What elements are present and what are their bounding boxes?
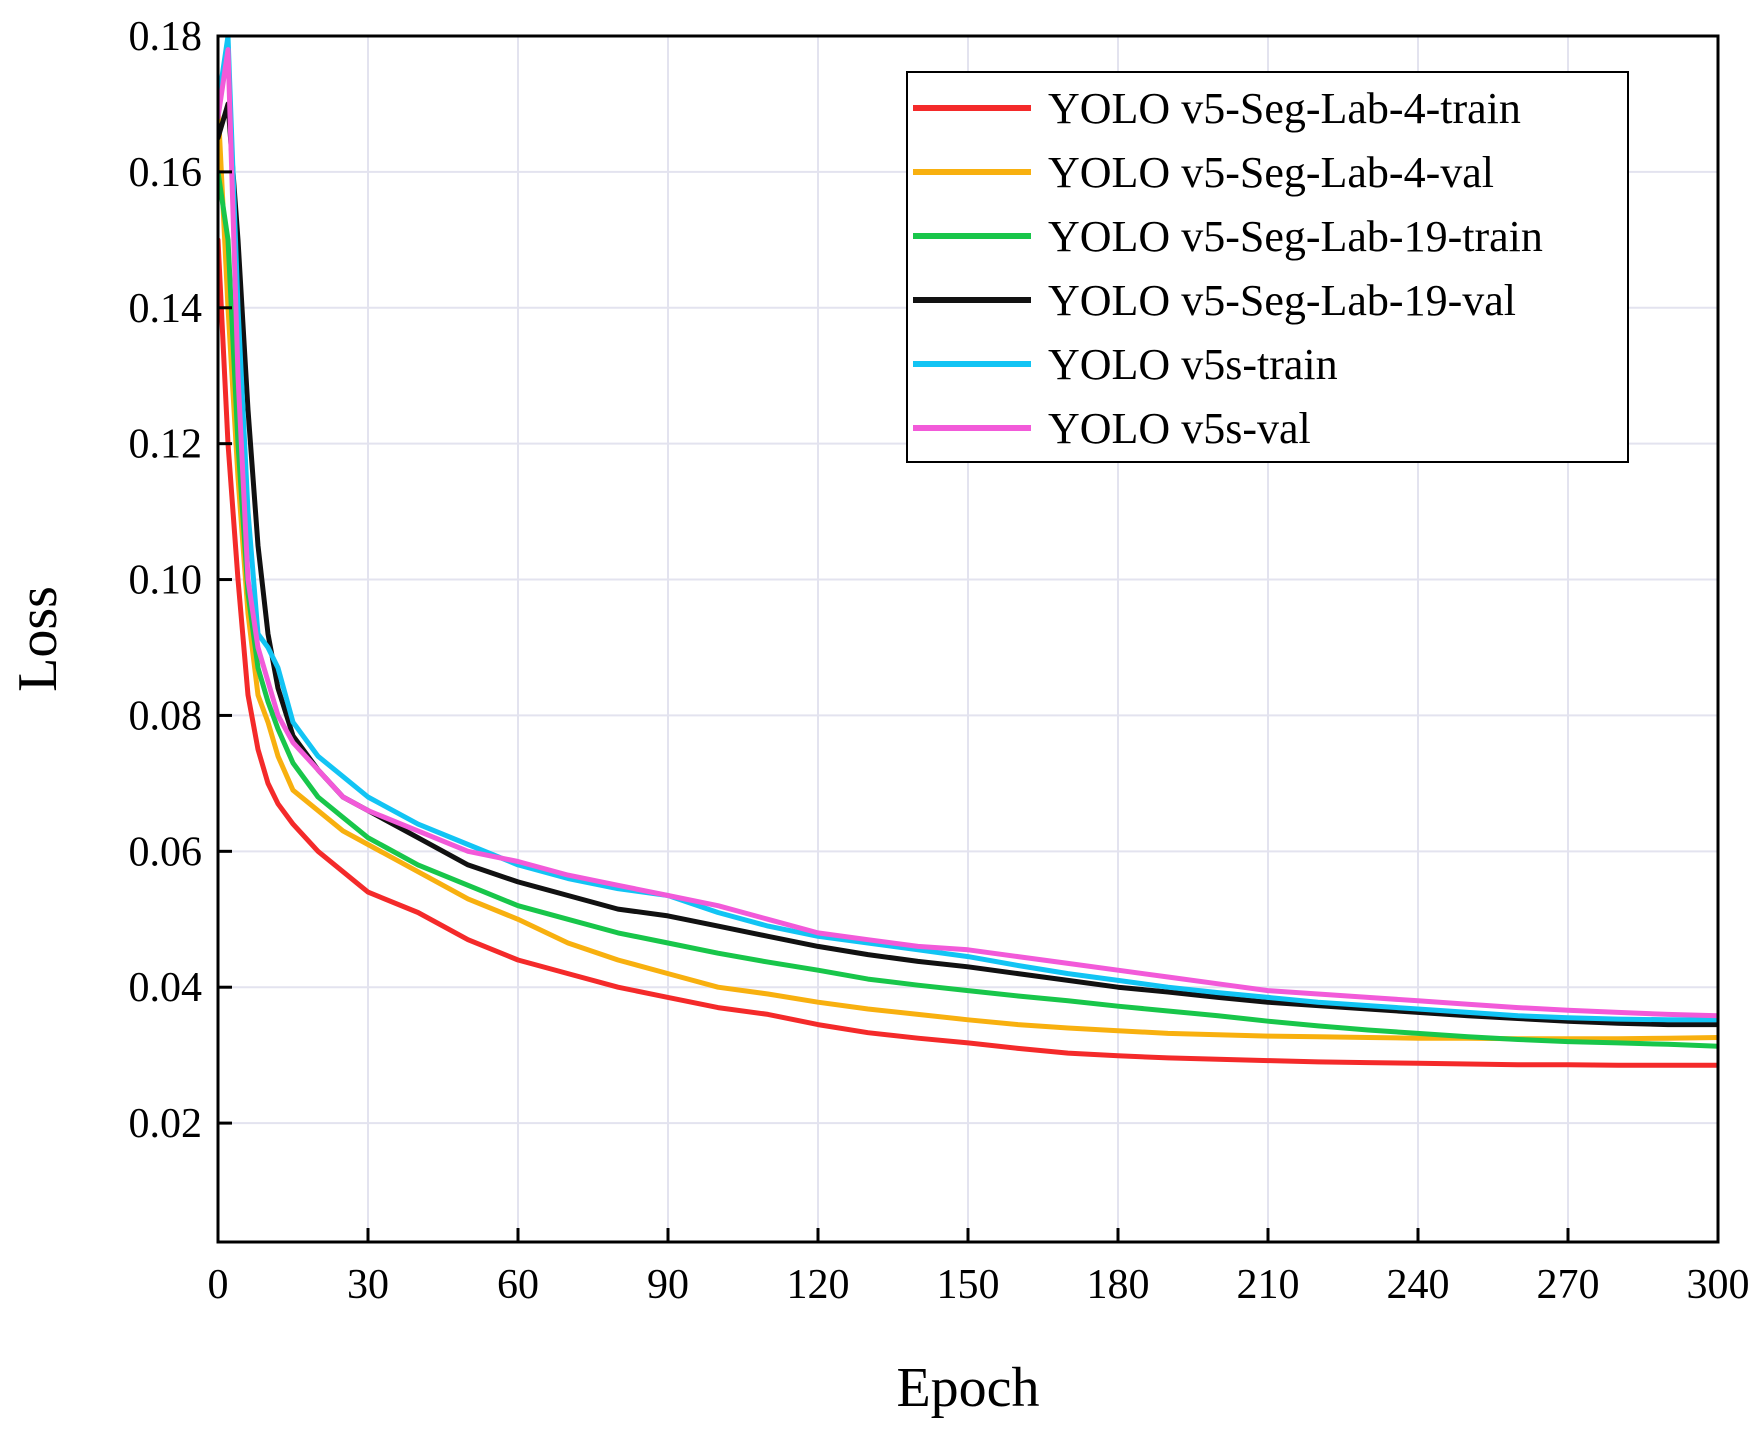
x-tick-label: 180 bbox=[1087, 1262, 1150, 1308]
legend-label: YOLO v5-Seg-Lab-4-val bbox=[1048, 148, 1494, 197]
x-tick-label: 60 bbox=[497, 1262, 539, 1308]
y-axis-title: Loss bbox=[7, 586, 69, 692]
y-tick-label: 0.16 bbox=[129, 150, 203, 196]
legend-label: YOLO v5s-train bbox=[1048, 340, 1338, 389]
x-axis-title: Epoch bbox=[896, 1357, 1039, 1419]
x-tick-label: 300 bbox=[1687, 1262, 1750, 1308]
legend-label: YOLO v5-Seg-Lab-4-train bbox=[1048, 84, 1521, 133]
x-tick-label: 150 bbox=[937, 1262, 1000, 1308]
legend: YOLO v5-Seg-Lab-4-train YOLO v5-Seg-Lab-4… bbox=[906, 71, 1629, 463]
legend-box bbox=[906, 71, 1629, 463]
x-tick-label: 240 bbox=[1387, 1262, 1450, 1308]
x-tick-label: 30 bbox=[347, 1262, 389, 1308]
y-tick-label: 0.06 bbox=[129, 829, 203, 875]
series-line-2 bbox=[218, 101, 1718, 1042]
series-line-3 bbox=[218, 169, 1718, 1049]
y-tick-label: 0.04 bbox=[129, 965, 203, 1011]
series-line-6 bbox=[218, 47, 1718, 1019]
y-tick-label: 0.08 bbox=[129, 693, 203, 739]
legend-label: YOLO v5s-val bbox=[1048, 404, 1311, 453]
y-tick-label: 0.10 bbox=[129, 558, 203, 604]
x-tick-label: 0 bbox=[208, 1262, 229, 1308]
x-tick-label: 120 bbox=[787, 1262, 850, 1308]
y-tick-label: 0.18 bbox=[129, 14, 203, 60]
y-tick-label: 0.12 bbox=[129, 422, 203, 468]
series-line-5 bbox=[218, 36, 1718, 1023]
ticks: 0 30 60 90 120 150 180 210 240 270 300 0.02 0.04 0.06… bbox=[129, 14, 1750, 1308]
series-line-4 bbox=[218, 101, 1718, 1028]
y-tick-label: 0.14 bbox=[129, 286, 203, 332]
series-layer bbox=[218, 36, 1718, 1068]
x-tick-label: 90 bbox=[647, 1262, 689, 1308]
x-tick-label: 210 bbox=[1237, 1262, 1300, 1308]
legend-label: YOLO v5-Seg-Lab-19-val bbox=[1048, 276, 1516, 325]
legend-label: YOLO v5-Seg-Lab-19-train bbox=[1048, 212, 1543, 261]
y-tick-label: 0.02 bbox=[129, 1101, 203, 1147]
x-tick-label: 270 bbox=[1537, 1262, 1600, 1308]
series-line-1 bbox=[218, 237, 1718, 1068]
